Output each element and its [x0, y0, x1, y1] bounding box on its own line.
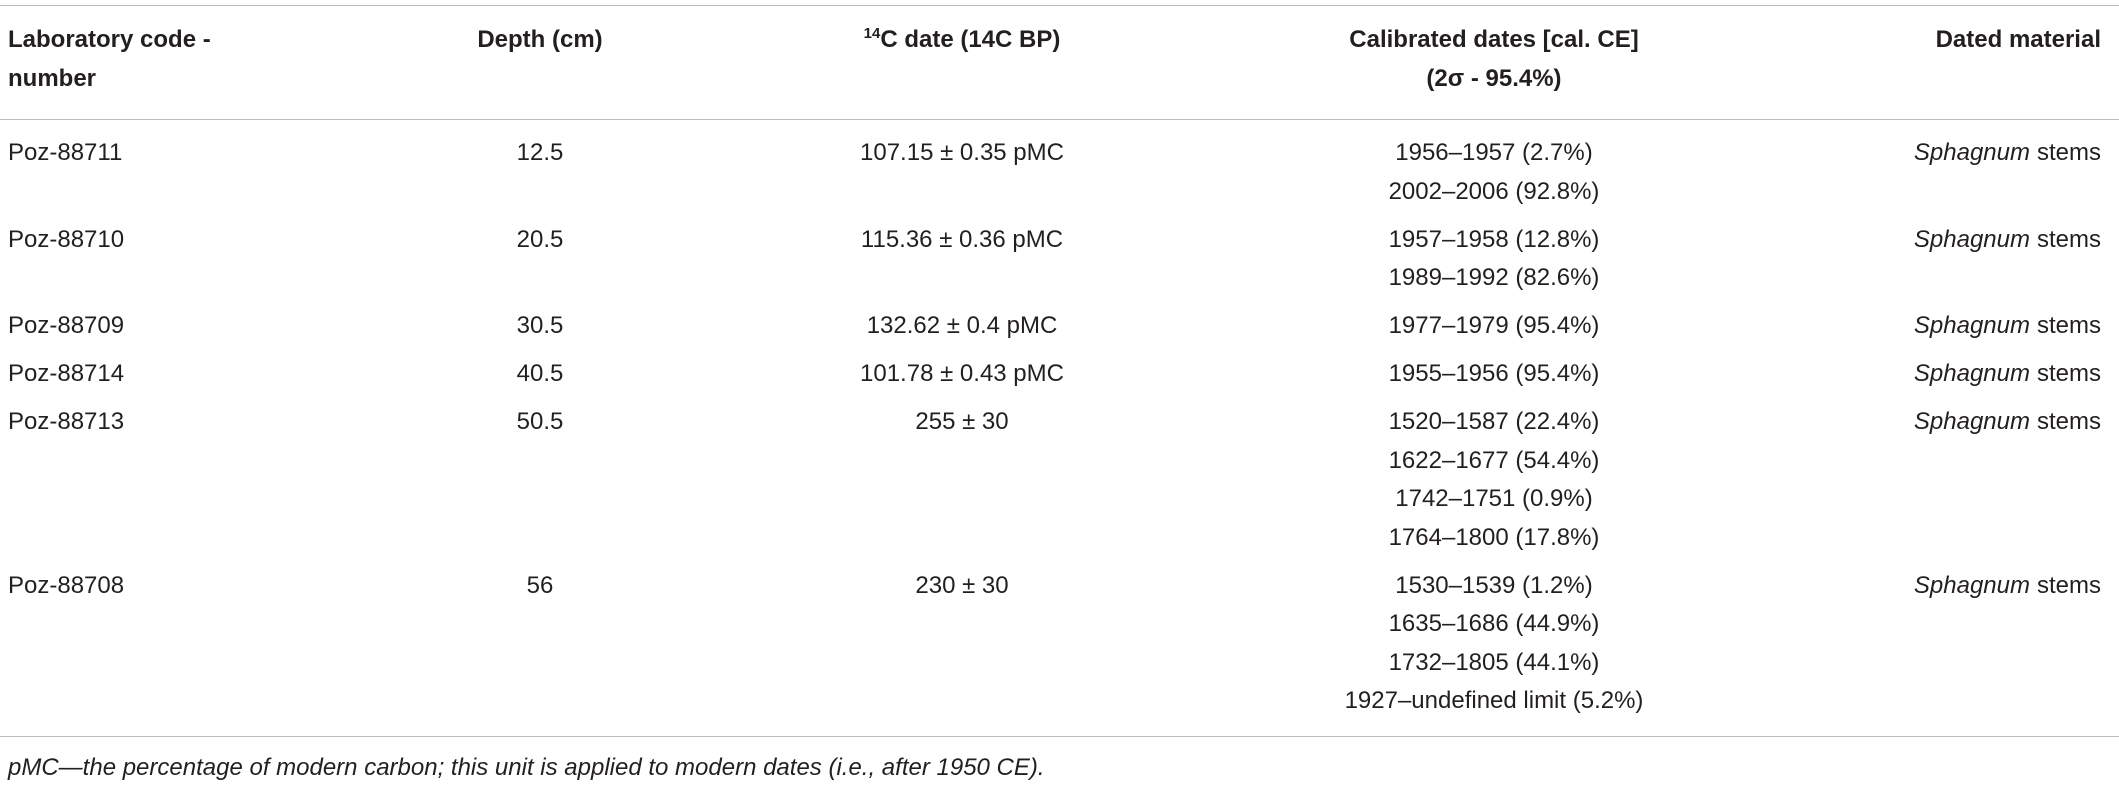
dated-material: Sphagnum stems [1781, 221, 2101, 260]
material-rest: stems [2036, 408, 2101, 435]
column-header: Laboratory code - number [8, 21, 278, 98]
calibrated-date: 1622–1677 (54.4%) [1388, 446, 1600, 474]
header-text: Dated material [1935, 26, 2101, 53]
genus: Sphagnum [1913, 312, 2030, 339]
c14-date: 101.78 ± 0.43 pMC [860, 360, 1064, 387]
lab-code: Poz-88708 [8, 571, 125, 599]
dated-material: Sphagnum stems [1781, 355, 2101, 394]
c14-date: 230 ± 30 [915, 571, 1009, 599]
genus: Sphagnum [1913, 139, 2030, 166]
calibrated-date: 2002–2006 (92.8%) [1388, 177, 1600, 205]
footnote: pMC—the percentage of modern carbon; thi… [8, 754, 1045, 781]
lab-code: Poz-88709 [8, 312, 125, 339]
calibrated-date: 1732–1805 (44.1%) [1388, 648, 1600, 676]
calibrated-date: 1530–1539 (1.2%) [1395, 571, 1593, 599]
lab-code: Poz-88713 [8, 408, 125, 435]
genus: Sphagnum [1913, 360, 2030, 387]
genus: Sphagnum [1913, 571, 2030, 599]
calibrated-date: 1955–1956 (95.4%) [1388, 360, 1600, 387]
calibrated-date: 1957–1958 (12.8%) [1388, 225, 1600, 253]
genus: Sphagnum [1913, 225, 2030, 253]
c14-date: 255 ± 30 [915, 408, 1009, 435]
calibrated-date: 1956–1957 (2.7%) [1395, 139, 1593, 166]
lab-code: Poz-88710 [8, 225, 125, 253]
top-rule [0, 5, 2119, 6]
lab-code: Poz-88714 [8, 360, 125, 387]
column-header: Dated material [1781, 21, 2101, 60]
dated-material: Sphagnum stems [1781, 403, 2101, 442]
calibrated-date: 1977–1979 (95.4%) [1388, 312, 1600, 339]
depth: 50.5 [516, 408, 564, 435]
calibrated-date: 1927–undefined limit (5.2%) [1344, 687, 1644, 714]
c14-date: 115.36 ± 0.36 pMC [860, 225, 1064, 253]
material-rest: stems [2036, 571, 2101, 599]
depth: 30.5 [516, 312, 564, 339]
material-rest: stems [2036, 225, 2101, 253]
dated-material: Sphagnum stems [1781, 307, 2101, 346]
superscript: 14 [863, 25, 881, 42]
column-header: Depth (cm) [390, 21, 690, 60]
depth: 56 [526, 571, 554, 599]
column-header: 14C date (14C BP) [762, 21, 1162, 60]
depth: 20.5 [516, 225, 564, 253]
calibrated-date: 1635–1686 (44.9%) [1388, 610, 1600, 637]
depth: 40.5 [516, 360, 564, 387]
depth: 12.5 [516, 139, 564, 166]
c14-date: 107.15 ± 0.35 pMC [860, 139, 1064, 166]
dated-material: Sphagnum stems [1781, 567, 2101, 606]
header-text: C date (14C BP) [880, 26, 1061, 53]
c14-date: 132.62 ± 0.4 pMC [866, 312, 1058, 339]
material-rest: stems [2036, 360, 2101, 387]
genus: Sphagnum [1913, 408, 2030, 435]
header-text: Depth (cm) [477, 26, 603, 53]
dated-material: Sphagnum stems [1781, 134, 2101, 173]
bottom-rule [0, 736, 2119, 737]
calibrated-date: 1989–1992 (82.6%) [1388, 264, 1600, 291]
calibrated-date: 1764–1800 (17.8%) [1388, 523, 1600, 551]
material-rest: stems [2036, 139, 2101, 166]
calibrated-date: 1520–1587 (22.4%) [1388, 408, 1600, 435]
column-header: Calibrated dates [cal. CE] (2σ - 95.4%) [1334, 21, 1654, 98]
calibrated-date: 1742–1751 (0.9%) [1395, 485, 1593, 512]
material-rest: stems [2036, 312, 2101, 339]
header-text: Calibrated dates [cal. CE] (2σ - 95.4%) [1349, 26, 1639, 92]
header-text: Laboratory code - number [8, 26, 211, 92]
header-rule [0, 119, 2119, 120]
lab-code: Poz-88711 [8, 139, 123, 166]
